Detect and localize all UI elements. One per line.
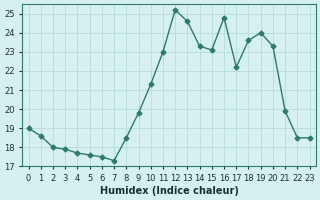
X-axis label: Humidex (Indice chaleur): Humidex (Indice chaleur)	[100, 186, 238, 196]
